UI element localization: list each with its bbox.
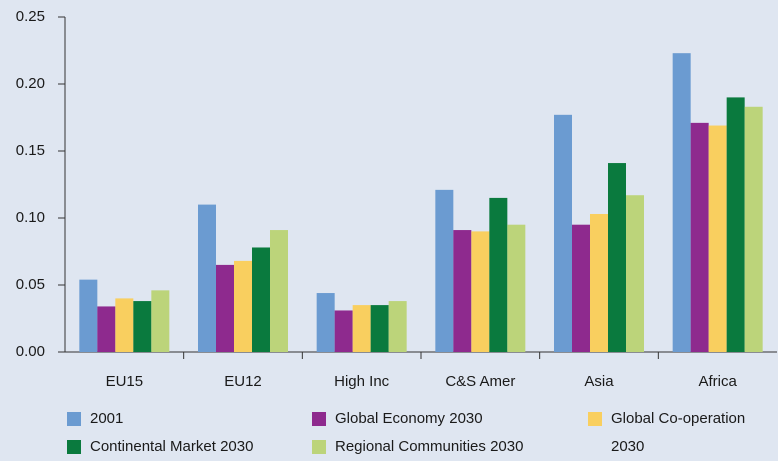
legend-label: 2001 [90, 410, 124, 427]
y-tick-label: 0.20 [16, 75, 45, 92]
legend-label: Regional Communities 2030 [335, 438, 524, 455]
bar [744, 106, 763, 352]
bar [708, 125, 727, 352]
legend-swatch [67, 440, 81, 454]
bar [198, 204, 216, 352]
legend-item: Continental Market 2030 [67, 433, 307, 461]
x-tick-label: C&S Amer [445, 373, 515, 390]
legend-swatch [312, 440, 326, 454]
bar [608, 163, 626, 352]
legend-swatch [588, 412, 602, 426]
bar [216, 264, 234, 352]
bar [453, 230, 472, 352]
bar [471, 231, 490, 352]
legend-item: 2001 [67, 405, 307, 433]
legend-label: Continental Market 2030 [90, 438, 254, 455]
x-tick-label: Asia [584, 373, 614, 390]
x-tick-label: EU12 [224, 373, 262, 390]
x-tick-label: EU15 [106, 373, 144, 390]
bar [370, 305, 389, 352]
legend-item: Regional Communities 2030 [312, 433, 552, 461]
legend-swatch [67, 412, 81, 426]
bar [554, 114, 572, 352]
legend-label: Global Economy 2030 [335, 410, 483, 427]
y-tick-label: 0.10 [16, 209, 45, 226]
legend-item: Global Economy 2030 [312, 405, 552, 433]
bar [270, 230, 288, 352]
bar [79, 279, 98, 352]
bar [316, 293, 335, 352]
legend-swatch [312, 412, 326, 426]
bar [690, 122, 709, 352]
x-tick-label: Africa [698, 373, 737, 390]
x-tick-label: High Inc [334, 373, 390, 390]
bar [151, 290, 170, 352]
bar [572, 224, 590, 352]
bar [435, 189, 454, 352]
chart: 0.00 0.05 0.10 0.15 0.20 0.25 EU15 EU12 High Inc… [16, 8, 777, 390]
y-tick-label: 0.25 [16, 8, 45, 25]
bar [726, 97, 745, 353]
bar [352, 305, 371, 352]
bar [334, 310, 353, 352]
bar [626, 195, 644, 352]
bar [97, 306, 116, 352]
bar [489, 197, 508, 352]
bar [672, 53, 691, 353]
y-tick-label: 0.15 [16, 142, 45, 159]
y-tick-label: 0.05 [16, 276, 45, 293]
bar [115, 298, 134, 352]
bar [252, 247, 270, 352]
y-tick-label: 0.00 [16, 343, 45, 360]
bar [507, 224, 526, 352]
legend-label: Global Co-operation 2030 [611, 410, 746, 455]
bar [388, 301, 407, 352]
bar [590, 213, 608, 352]
legend-item: Global Co-operation 2030 [588, 405, 778, 461]
bar [133, 301, 152, 352]
bar [234, 260, 252, 352]
